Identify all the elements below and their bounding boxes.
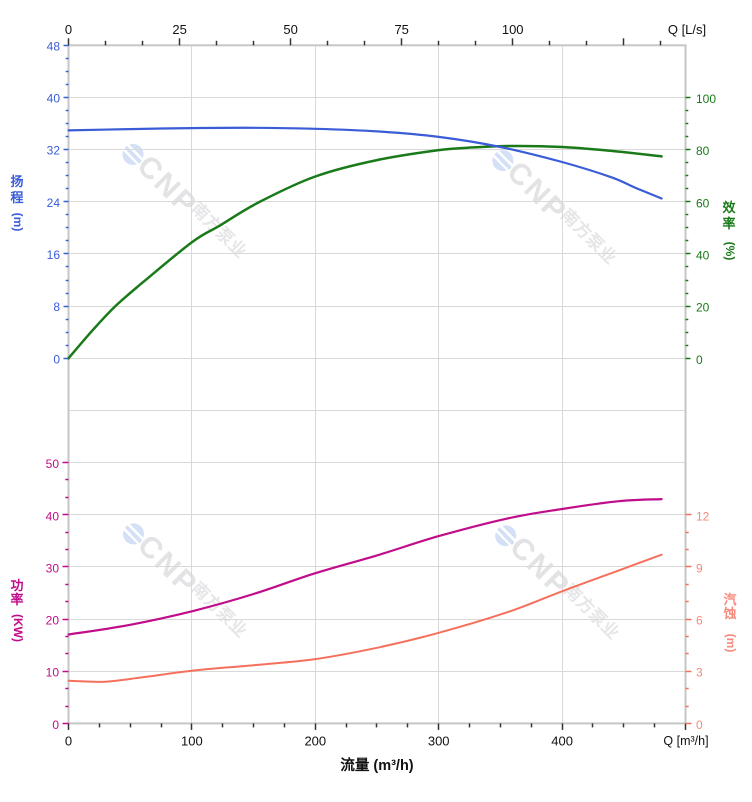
svg-text:蚀: 蚀 (722, 606, 736, 621)
svg-text:0: 0 (696, 353, 703, 367)
svg-text:100: 100 (502, 22, 524, 37)
svg-text:3: 3 (696, 666, 703, 680)
svg-text:Q [m³/h]: Q [m³/h] (663, 734, 708, 748)
svg-text:12: 12 (696, 509, 710, 523)
svg-text:24: 24 (47, 196, 61, 210)
svg-text:流量 (m³/h): 流量 (m³/h) (340, 756, 413, 774)
svg-text:25: 25 (172, 22, 186, 37)
svg-text:50: 50 (46, 457, 60, 471)
svg-text:400: 400 (551, 734, 573, 749)
svg-text:(%): (%) (723, 242, 737, 261)
svg-text:200: 200 (304, 734, 326, 749)
svg-text:30: 30 (46, 561, 60, 575)
svg-text:9: 9 (696, 561, 703, 575)
svg-text:75: 75 (394, 22, 408, 37)
svg-text:100: 100 (696, 92, 716, 106)
svg-text:40: 40 (47, 92, 61, 106)
svg-text:(KW): (KW) (11, 614, 25, 642)
svg-text:功: 功 (10, 578, 23, 593)
svg-text:80: 80 (696, 144, 710, 158)
svg-text:6: 6 (696, 614, 703, 628)
svg-text:10: 10 (46, 666, 60, 680)
svg-text:扬: 扬 (10, 174, 23, 189)
svg-text:8: 8 (53, 300, 60, 314)
svg-text:0: 0 (52, 718, 59, 732)
svg-text:20: 20 (696, 301, 710, 315)
svg-text:50: 50 (283, 22, 297, 37)
svg-text:16: 16 (47, 248, 61, 262)
svg-text:20: 20 (46, 614, 60, 628)
svg-text:0: 0 (53, 352, 60, 366)
svg-text:(m): (m) (724, 634, 738, 653)
svg-text:300: 300 (428, 734, 450, 749)
svg-text:40: 40 (696, 248, 710, 262)
svg-text:48: 48 (47, 39, 61, 53)
svg-text:60: 60 (696, 196, 710, 210)
svg-text:效: 效 (722, 200, 736, 215)
svg-text:率: 率 (722, 216, 735, 231)
svg-text:0: 0 (65, 22, 72, 37)
svg-text:率: 率 (10, 592, 23, 607)
svg-text:汽: 汽 (723, 592, 736, 607)
svg-text:程: 程 (10, 190, 23, 205)
svg-text:40: 40 (46, 509, 60, 523)
svg-text:32: 32 (47, 144, 61, 158)
svg-text:(m): (m) (11, 213, 25, 232)
svg-text:0: 0 (696, 718, 703, 732)
svg-text:Q [L/s]: Q [L/s] (668, 22, 706, 37)
svg-text:100: 100 (181, 734, 203, 749)
svg-text:0: 0 (65, 734, 72, 749)
